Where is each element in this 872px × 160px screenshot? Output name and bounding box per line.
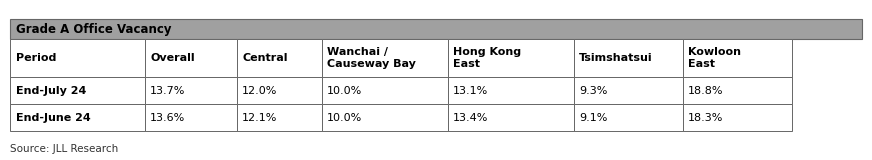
Bar (322, 77, 448, 104)
Text: 12.0%: 12.0% (242, 86, 277, 96)
Bar (448, 39, 574, 77)
Bar (322, 104, 448, 131)
Text: 18.3%: 18.3% (688, 113, 724, 123)
Text: Overall: Overall (150, 53, 194, 63)
Bar (145, 39, 237, 77)
Bar (10, 77, 145, 104)
Text: 13.7%: 13.7% (150, 86, 186, 96)
Bar (574, 104, 683, 131)
Bar (683, 77, 792, 104)
Text: 9.1%: 9.1% (579, 113, 608, 123)
Text: Grade A Office Vacancy: Grade A Office Vacancy (16, 23, 171, 36)
Bar (145, 104, 237, 131)
Bar (237, 39, 322, 77)
Text: 13.6%: 13.6% (150, 113, 186, 123)
Text: End-July 24: End-July 24 (16, 86, 86, 96)
Text: 12.1%: 12.1% (242, 113, 277, 123)
Text: Source: JLL Research: Source: JLL Research (10, 144, 119, 154)
Bar (145, 77, 237, 104)
Bar (448, 77, 574, 104)
Text: 13.4%: 13.4% (453, 113, 488, 123)
Bar (10, 104, 145, 131)
Bar (574, 39, 683, 77)
Text: Wanchai /
Causeway Bay: Wanchai / Causeway Bay (327, 47, 416, 69)
Text: 13.1%: 13.1% (453, 86, 488, 96)
Bar (574, 77, 683, 104)
Text: 9.3%: 9.3% (579, 86, 608, 96)
Text: 10.0%: 10.0% (327, 86, 363, 96)
Text: Period: Period (16, 53, 56, 63)
Text: Kowloon
East: Kowloon East (688, 47, 741, 69)
Bar (10, 19, 862, 39)
Bar (683, 104, 792, 131)
Text: 18.8%: 18.8% (688, 86, 724, 96)
Bar (10, 39, 145, 77)
Text: End-June 24: End-June 24 (16, 113, 91, 123)
Bar (237, 77, 322, 104)
Text: Tsimshatsui: Tsimshatsui (579, 53, 653, 63)
Text: 10.0%: 10.0% (327, 113, 363, 123)
Text: Central: Central (242, 53, 288, 63)
Bar (322, 39, 448, 77)
Bar (237, 104, 322, 131)
Text: Hong Kong
East: Hong Kong East (453, 47, 521, 69)
Bar (448, 104, 574, 131)
Bar (683, 39, 792, 77)
